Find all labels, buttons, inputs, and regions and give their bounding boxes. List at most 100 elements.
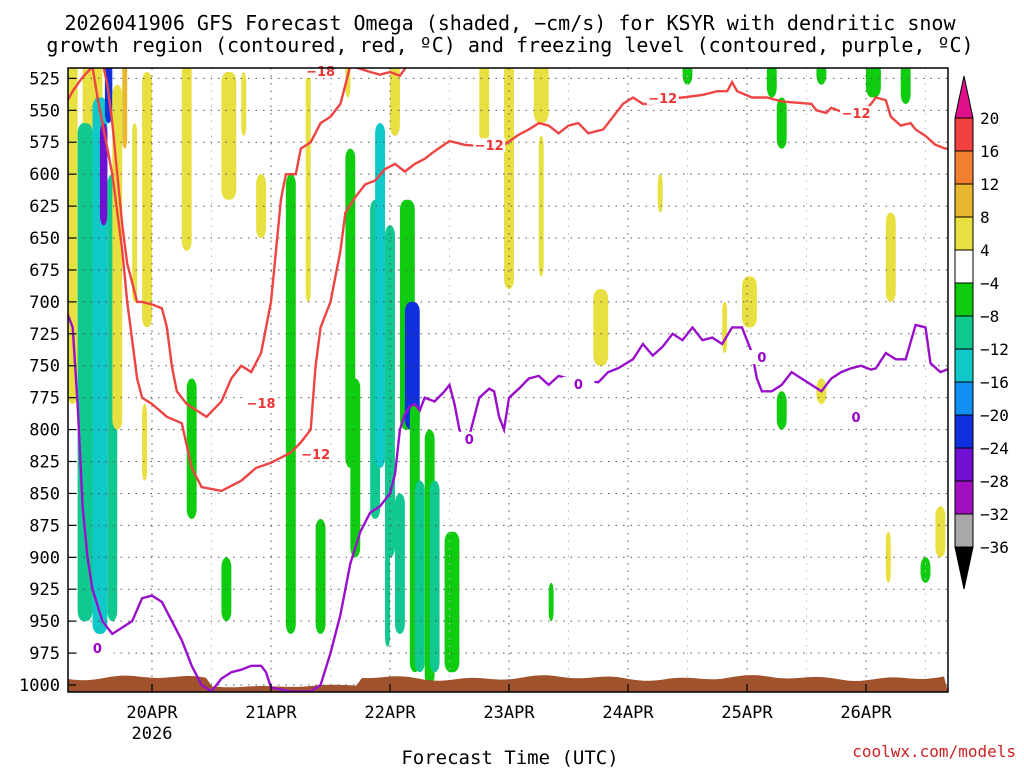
contour-label-bg — [562, 376, 595, 391]
omega-cell-60 — [1000, 545, 1010, 634]
omega-cell-17 — [256, 174, 267, 239]
terrain — [68, 675, 948, 692]
contour-label-bg — [745, 350, 778, 365]
omega-cell-11 — [142, 404, 148, 481]
omega-cell-59 — [980, 519, 990, 608]
omega-cell-52 — [866, 68, 881, 98]
contour-label-bg — [81, 641, 114, 656]
omega-cell-35 — [429, 480, 440, 673]
omega-cell-4 — [99, 123, 108, 226]
y-tick-label: 800 — [29, 421, 60, 441]
omega-cell-9 — [132, 123, 138, 302]
contour-label-bg — [245, 396, 278, 411]
contour-label: −18 — [247, 397, 276, 412]
y-tick-label: 725 — [29, 325, 60, 345]
y-tick-label: 675 — [29, 261, 60, 281]
colorbar-bin — [954, 513, 974, 548]
x-tick-label: 23APR — [483, 703, 535, 723]
colorbar-label: 4 — [980, 241, 990, 260]
omega-cell-36 — [444, 531, 460, 673]
omega-cell-31 — [404, 301, 420, 430]
omega-cell-37 — [479, 68, 490, 143]
omega-cell-18 — [285, 174, 296, 634]
terrain-fill — [68, 675, 948, 692]
colorbar-bin — [954, 249, 974, 284]
y-tick-label: 975 — [29, 644, 60, 664]
colorbar-label: 8 — [980, 208, 990, 227]
contour-label-bg — [473, 138, 506, 153]
omega-cell-20 — [315, 518, 326, 634]
y-tick-label: 650 — [29, 229, 60, 249]
omega-cell-16 — [241, 72, 247, 136]
omega-cell-39 — [533, 68, 549, 124]
x-tick-label: 26APR — [840, 703, 892, 723]
omega-cell-14 — [221, 72, 237, 200]
colorbar-label: −20 — [980, 406, 1009, 425]
x-tick-label: 25APR — [721, 703, 773, 723]
y-tick-label: 1000 — [19, 676, 60, 696]
colorbar-label: −24 — [980, 439, 1009, 458]
y-tick-label: 850 — [29, 484, 60, 504]
y-tick-label: 700 — [29, 293, 60, 313]
colorbar-top-arrow — [954, 75, 974, 119]
omega-cell-43 — [657, 174, 663, 213]
omega-cell-67 — [920, 557, 931, 583]
omega-cell-25 — [375, 123, 386, 468]
colorbar-label: −32 — [980, 505, 1009, 524]
y-tick-label: 925 — [29, 580, 60, 600]
contour-label: −12 — [648, 92, 677, 107]
omega-cell-49 — [816, 68, 827, 85]
y-tick-label: 900 — [29, 548, 60, 568]
colorbar-label: −16 — [980, 373, 1009, 392]
colorbar-bin — [954, 348, 974, 383]
omega-cell-38 — [504, 68, 514, 290]
omega-cell-10 — [142, 72, 152, 328]
omega-cell-28 — [390, 68, 400, 136]
colorbar-bin — [954, 117, 974, 152]
omega-cell-33 — [414, 480, 425, 673]
omega-cell-51 — [776, 391, 787, 430]
contour-label: 0 — [465, 433, 474, 448]
omega-cell-27 — [385, 455, 390, 647]
omega-cell-2 — [77, 123, 93, 622]
contour-label: 0 — [852, 411, 861, 426]
contour-label-bg — [453, 431, 486, 446]
colorbar-bin — [954, 447, 974, 482]
plot-frame — [67, 67, 949, 693]
y-tick-label: 575 — [29, 133, 60, 153]
omega-cell-47 — [766, 68, 777, 98]
omega-cell-48 — [776, 97, 787, 149]
x-tick-sublabel: 2026 — [132, 724, 173, 744]
colorbar-bin — [954, 183, 974, 218]
dgz-minus12-lower-line — [102, 68, 407, 419]
colorbar-bottom-arrow — [954, 546, 974, 590]
colorbar-label: 20 — [980, 109, 999, 128]
credit-link[interactable]: coolwx.com/models — [852, 742, 1016, 761]
omega-cell-41 — [548, 582, 554, 622]
colorbar-label: −12 — [980, 340, 1009, 359]
chart-title-line2: growth region (contoured, red, ºC) and f… — [46, 33, 973, 57]
contour-label: −12 — [842, 107, 871, 122]
omega-cell-45 — [722, 301, 728, 353]
y-tick-label: 875 — [29, 516, 60, 536]
omega-cell-7 — [112, 84, 123, 430]
colorbar-label: 12 — [980, 175, 999, 194]
chart-title-line1: 2026041906 GFS Forecast Omega (shaded, −… — [64, 11, 956, 35]
contour-label-bg — [299, 447, 332, 462]
y-axis-ticks: 525 550 575 600 625 650 675 700 725 750 775 800 825 8… — [19, 69, 76, 696]
y-tick-label: 950 — [29, 612, 60, 632]
omega-cell-23 — [350, 378, 361, 558]
omega-cell-8 — [122, 68, 128, 149]
y-tick-label: 775 — [29, 389, 60, 409]
y-tick-label: 625 — [29, 197, 60, 217]
contour-label: −12 — [475, 139, 504, 154]
x-axis-label: Forecast Time (UTC) — [401, 747, 618, 768]
omega-cell-3 — [92, 97, 108, 634]
omega-shading — [68, 68, 1010, 685]
x-tick-label: 21APR — [245, 703, 297, 723]
omega-cell-54 — [900, 68, 911, 104]
colorbar-bin — [954, 150, 974, 185]
colorbar-bin — [954, 414, 974, 449]
